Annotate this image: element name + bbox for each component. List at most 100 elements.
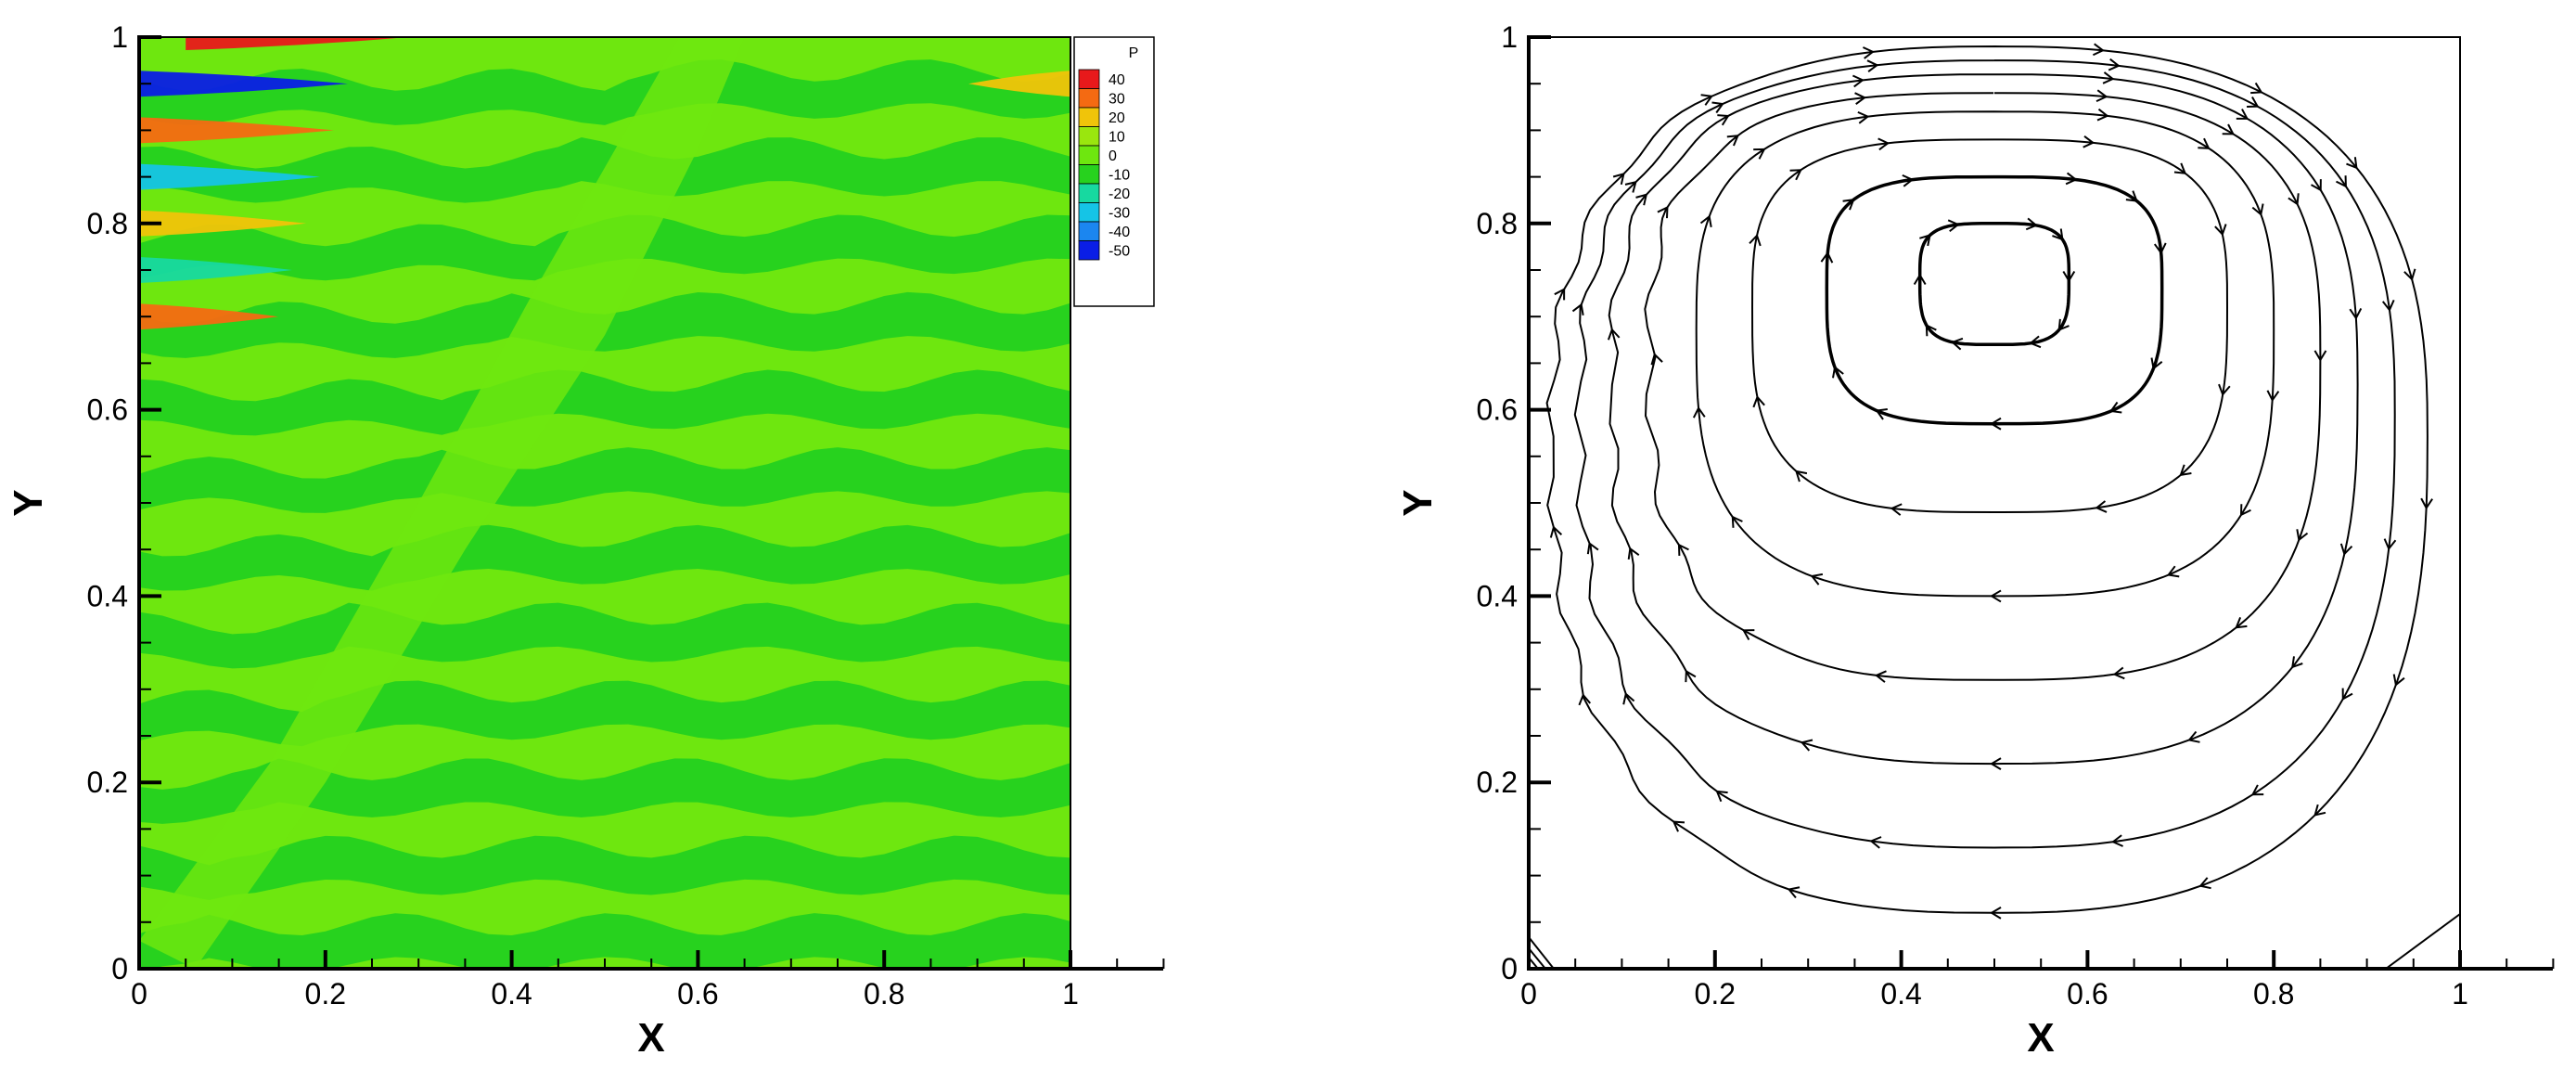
streamline — [1545, 45, 2429, 914]
right-x-tick-label: 0.2 — [1695, 977, 1736, 1010]
streamline-arrow — [1726, 135, 1739, 147]
streamline-arrow — [2083, 135, 2095, 148]
streamline-arrow — [1554, 288, 1566, 301]
contour-band — [139, 369, 1070, 436]
streamline-arrow — [1578, 693, 1592, 706]
streamline-arrow — [1789, 169, 1802, 181]
streamline-arrow — [1586, 541, 1599, 555]
legend-swatch — [1078, 88, 1100, 109]
streamline-arrow — [1731, 515, 1743, 528]
streamline-arrow — [1810, 573, 1824, 586]
right-axes: 0 0.2 0.4 0.6 0.8 1 0 0.2 0.4 0.6 0.8 1 — [1477, 20, 2555, 1010]
left-xlabel: X — [637, 1015, 664, 1061]
left-y-tick-label: 1 — [111, 20, 128, 54]
streamline-arrow — [2052, 228, 2064, 241]
streamline-arrow — [1635, 193, 1648, 206]
right-ylabel: Y — [1395, 489, 1441, 516]
left-x-tick-label: 0.4 — [491, 977, 532, 1010]
streamline — [1825, 174, 2164, 426]
streamline-arrow — [1627, 547, 1640, 560]
streamline-arrow — [2239, 504, 2251, 517]
legend-swatch — [1078, 107, 1100, 127]
streamline-arrow — [1677, 543, 1689, 556]
streamline-arrow — [2336, 175, 2347, 188]
streamline-arrow — [2236, 109, 2249, 120]
legend-items: 40 30 20 10 0 -10 -20 -30 -40 -50 — [1078, 69, 1130, 261]
streamline-arrow — [2198, 137, 2211, 149]
streamline-arrow — [1571, 302, 1584, 315]
left-x-tick-label: 0 — [131, 977, 147, 1010]
streamline-arrow — [1925, 323, 1937, 337]
legend-label: -10 — [1109, 168, 1130, 184]
streamline-arrow — [2187, 730, 2200, 743]
streamline-arrow — [2313, 804, 2326, 817]
streamline-arrow — [1622, 692, 1635, 705]
streamline-arrow — [2251, 203, 2264, 216]
streamline-arrow — [2150, 357, 2163, 370]
legend-label: -40 — [1109, 225, 1130, 240]
streamline-arrow — [2173, 162, 2187, 174]
streamline-arrow — [1624, 180, 1637, 193]
streamline-arrow — [2339, 543, 2353, 556]
left-ylabel: Y — [6, 489, 51, 516]
contour-band — [139, 913, 1070, 969]
streamline-arrow — [1852, 74, 1865, 88]
streamline-arrow — [2250, 82, 2263, 95]
contour-band — [139, 524, 1070, 591]
contour-hotspot — [139, 303, 278, 330]
streamline-arrow — [2392, 674, 2405, 687]
left-y-tick-label: 0.4 — [87, 579, 128, 612]
streamline-arrow — [1753, 148, 1766, 160]
streamline-arrow — [1874, 670, 1887, 683]
streamline-arrow — [1857, 110, 1870, 124]
streamline-arrow — [1947, 219, 1960, 233]
left-y-tick-label: 0 — [111, 952, 128, 985]
streamline-arrow — [1990, 417, 2002, 431]
corner-line-right — [2385, 913, 2460, 969]
streamline-arrow — [1749, 233, 1762, 247]
streamline-arrow — [1607, 328, 1621, 341]
contour-band — [139, 447, 1070, 513]
streamline-arrow — [2179, 464, 2192, 477]
streamline-arrow — [1800, 739, 1813, 752]
right-y-tick-label: 0.4 — [1477, 579, 1518, 612]
legend-swatch — [1078, 126, 1100, 147]
legend-label: -30 — [1109, 206, 1130, 222]
streamline-arrow — [2266, 390, 2280, 403]
streamline-arrow — [1919, 234, 1931, 247]
legend-label: -50 — [1109, 244, 1130, 260]
streamline-arrow — [2125, 190, 2138, 202]
streamline-arrow — [2218, 383, 2231, 396]
streamline-arrow — [1612, 173, 1625, 186]
right-y-tick-label: 0.6 — [1477, 393, 1518, 427]
legend-swatch — [1078, 202, 1100, 223]
right-y-tick-label: 0.8 — [1477, 207, 1518, 240]
streamline — [1750, 138, 2229, 514]
streamline-arrow — [1890, 503, 1903, 516]
streamline-arrow — [1672, 820, 1685, 832]
streamline-arrow — [1752, 395, 1765, 408]
streamline-panel: 0 0.2 0.4 0.6 0.8 1 0 0.2 0.4 0.6 0.8 1 X Y — [1395, 20, 2555, 1061]
streamline-arrow — [2029, 335, 2042, 349]
contour-hotspot — [139, 71, 348, 97]
contour-hotspot — [139, 257, 292, 283]
streamline-arrow — [1869, 836, 1882, 849]
legend-label: -20 — [1109, 187, 1130, 202]
streamline-arrow — [2092, 43, 2105, 57]
streamline-arrow — [1951, 337, 1964, 351]
streamline-arrow — [1711, 101, 1724, 114]
streamline-arrow — [1862, 46, 1875, 59]
streamline-arrow — [1692, 405, 1706, 418]
streamline-arrow — [2108, 58, 2121, 71]
streamline-arrow — [2383, 538, 2397, 551]
right-xlabel: X — [2027, 1015, 2054, 1061]
streamline-arrow — [2296, 529, 2309, 542]
streamline-arrow — [1795, 470, 1808, 483]
streamline — [1644, 92, 2322, 681]
contour-band — [139, 758, 1070, 824]
legend-swatch — [1078, 240, 1100, 261]
streamline-arrow — [1990, 589, 2002, 603]
streamline-arrow — [2222, 123, 2235, 135]
streamline-arrow — [2166, 565, 2180, 578]
